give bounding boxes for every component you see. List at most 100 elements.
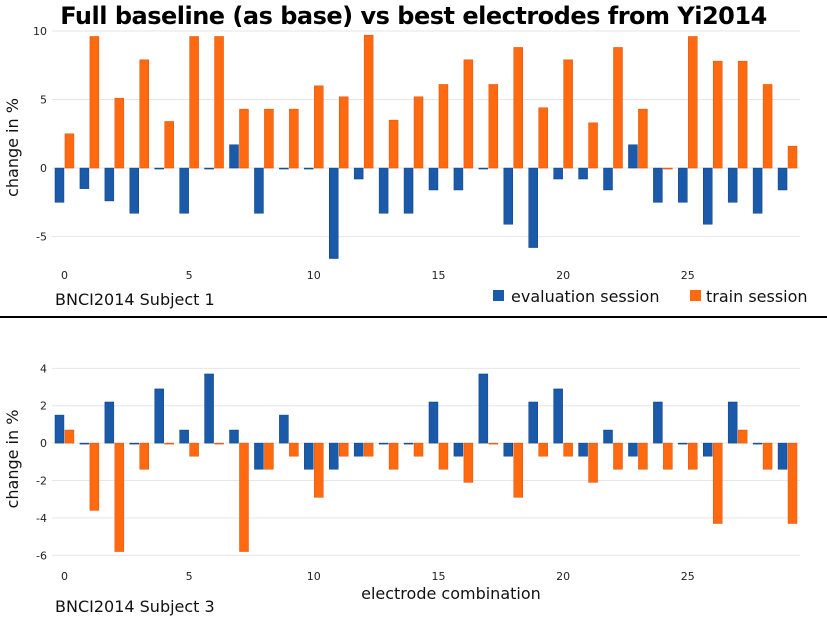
bar-evaluation (129, 442, 140, 445)
bar-train (463, 442, 474, 483)
bar-train (363, 442, 374, 457)
bar-evaluation (254, 442, 264, 470)
bar-evaluation (329, 442, 339, 470)
bar-evaluation (129, 167, 140, 214)
bar-evaluation (54, 167, 65, 203)
bar-train (513, 442, 523, 498)
bar-train (363, 34, 374, 169)
bar-train (438, 442, 449, 470)
bar-train (314, 85, 324, 169)
bar-train (189, 36, 199, 169)
bar-evaluation (254, 167, 264, 214)
bar-train (264, 442, 274, 470)
legend-label-evaluation: evaluation session (511, 287, 659, 306)
bar-train (338, 96, 349, 169)
bar-train (613, 442, 623, 470)
panel-subject-3: -6 -4 -2 0 2 4 0 5 10 15 20 25 change in % electrode … (3, 362, 800, 616)
bar-train (239, 108, 249, 169)
bar-train (164, 442, 174, 445)
bar-train (438, 84, 449, 169)
bar-train (463, 59, 474, 169)
bar-evaluation (353, 442, 364, 457)
legend-swatch-evaluation (493, 290, 504, 301)
bar-train (338, 442, 349, 457)
legend: evaluation session train session (493, 287, 808, 306)
bar-train (787, 145, 798, 169)
bar-evaluation (553, 388, 563, 444)
bar-evaluation (777, 442, 788, 470)
panel-label: BNCI2014 Subject 1 (55, 290, 215, 309)
panel-label: BNCI2014 Subject 3 (55, 597, 215, 616)
bar-evaluation (528, 167, 538, 248)
bar-evaluation (229, 429, 239, 444)
x-tick-label: 15 (431, 570, 445, 583)
bar-train (787, 442, 798, 524)
bar-train (663, 442, 673, 470)
x-tick-label: 10 (307, 269, 321, 282)
bar-evaluation (54, 414, 65, 444)
bar-train (64, 429, 75, 444)
y-tick-label: -6 (36, 549, 47, 562)
bar-evaluation (279, 414, 289, 444)
bar-train (488, 84, 499, 169)
bar-train (164, 121, 174, 169)
legend-label-train: train session (706, 287, 808, 306)
bar-evaluation (453, 167, 464, 191)
x-tick-label: 25 (681, 269, 695, 282)
bar-train (289, 108, 299, 169)
bar-train (638, 442, 648, 470)
bar-train (613, 47, 623, 169)
bar-evaluation (553, 167, 563, 180)
bar-evaluation (703, 167, 713, 225)
bar-train (538, 107, 548, 169)
y-tick-label: 2 (40, 400, 47, 413)
bar-evaluation (329, 167, 339, 259)
bar-evaluation (628, 144, 638, 169)
bar-train (139, 442, 149, 470)
y-tick-label: -2 (36, 474, 47, 487)
bar-evaluation (653, 167, 663, 203)
bar-evaluation (428, 401, 439, 444)
bar-evaluation (428, 167, 439, 191)
x-tick-label: 10 (307, 570, 321, 583)
bar-train (114, 97, 125, 169)
bar-evaluation (179, 429, 189, 444)
bar-evaluation (528, 401, 538, 444)
y-axis-label: change in % (3, 410, 22, 509)
x-tick-label: 15 (431, 269, 445, 282)
bar-evaluation (478, 167, 489, 170)
bar-train (239, 442, 249, 552)
bar-evaluation (752, 442, 763, 445)
bar-train (663, 167, 673, 170)
bar-train (114, 442, 125, 552)
bar-evaluation (603, 429, 613, 444)
bar-train (737, 60, 748, 169)
y-tick-label: 0 (40, 162, 47, 175)
bar-evaluation (304, 442, 314, 470)
bar-evaluation (229, 144, 239, 169)
bar-evaluation (503, 442, 514, 457)
bar-train (538, 442, 548, 457)
bar-evaluation (79, 442, 90, 445)
bar-train (214, 442, 224, 445)
bar-train (388, 119, 399, 169)
panel-subject-1: -5 0 5 10 0 5 10 15 20 25 change in % BNCI2014 Subj… (3, 25, 800, 309)
bar-evaluation (179, 167, 189, 214)
y-tick-label: 4 (40, 362, 47, 375)
bar-evaluation (727, 401, 738, 444)
bar-train (388, 442, 399, 470)
bar-evaluation (204, 167, 214, 170)
bar-train (488, 442, 499, 445)
bar-evaluation (104, 401, 115, 444)
bar-evaluation (603, 167, 613, 191)
bar-train (413, 442, 424, 457)
bar-evaluation (777, 167, 788, 191)
bar-train (588, 442, 598, 483)
y-tick-label: -4 (36, 512, 47, 525)
x-tick-label: 25 (681, 570, 695, 583)
bar-evaluation (279, 167, 289, 170)
bar-evaluation (678, 442, 688, 445)
bar-train (314, 442, 324, 498)
x-tick-label: 0 (61, 570, 68, 583)
